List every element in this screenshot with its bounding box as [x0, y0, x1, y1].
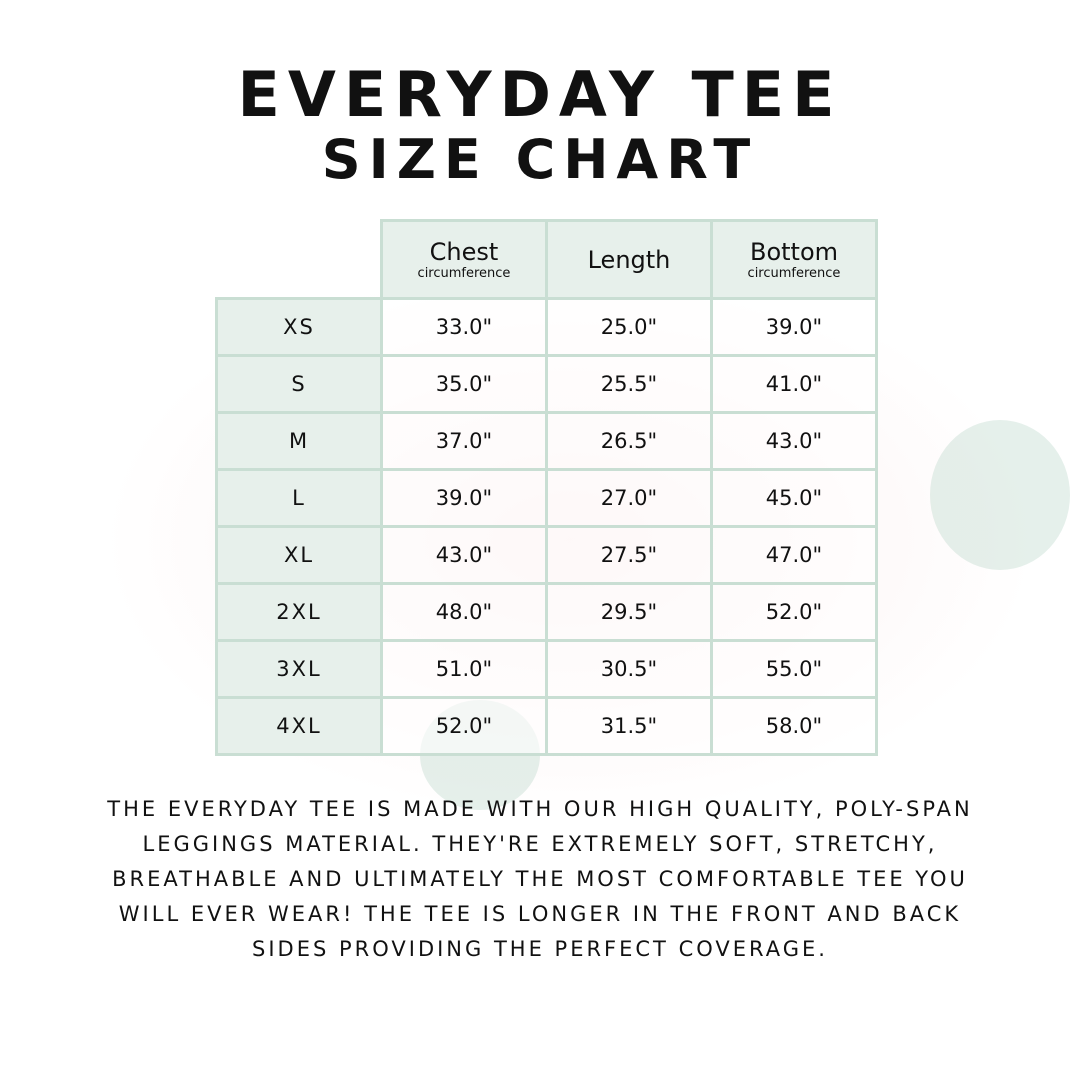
empty-corner [217, 221, 382, 299]
length-cell: 27.0" [545, 468, 713, 528]
bottom-cell: 58.0" [710, 696, 878, 756]
table-row: M 37.0" 26.5" 43.0" [215, 411, 878, 471]
bottom-cell: 47.0" [710, 525, 878, 585]
bottom-cell: 52.0" [710, 582, 878, 642]
table-row: S 35.0" 25.5" 41.0" [215, 354, 878, 414]
size-cell: XL [215, 525, 383, 585]
length-cell: 25.5" [545, 354, 713, 414]
length-cell: 29.5" [545, 582, 713, 642]
chest-cell: 51.0" [380, 639, 548, 699]
length-cell: 31.5" [545, 696, 713, 756]
bottom-cell: 45.0" [710, 468, 878, 528]
size-cell: L [215, 468, 383, 528]
column-header-bottom: Bottom circumference [710, 219, 878, 300]
chest-cell: 35.0" [380, 354, 548, 414]
chest-cell: 52.0" [380, 696, 548, 756]
size-cell: 2XL [215, 582, 383, 642]
table-row: 2XL 48.0" 29.5" 52.0" [215, 582, 878, 642]
table-row: L 39.0" 27.0" 45.0" [215, 468, 878, 528]
header-sublabel: circumference [417, 266, 511, 281]
table-row: XS 33.0" 25.0" 39.0" [215, 297, 878, 357]
size-table: Chest circumference Length Bottom circumfe… [215, 219, 878, 756]
column-header-chest: Chest circumference [380, 219, 548, 300]
chest-cell: 43.0" [380, 525, 548, 585]
bottom-cell: 41.0" [710, 354, 878, 414]
page-subtitle: SIZE CHART [321, 128, 759, 191]
length-cell: 26.5" [545, 411, 713, 471]
length-cell: 30.5" [545, 639, 713, 699]
chest-cell: 39.0" [380, 468, 548, 528]
header-label: Chest [429, 238, 499, 266]
length-cell: 25.0" [545, 297, 713, 357]
bottom-cell: 55.0" [710, 639, 878, 699]
length-cell: 27.5" [545, 525, 713, 585]
chest-cell: 37.0" [380, 411, 548, 471]
size-cell: S [215, 354, 383, 414]
chest-cell: 33.0" [380, 297, 548, 357]
header-label: Bottom [749, 238, 839, 266]
table-header-row: Chest circumference Length Bottom circumfe… [217, 219, 878, 300]
bottom-cell: 43.0" [710, 411, 878, 471]
bottom-cell: 39.0" [710, 297, 878, 357]
table-row: 4XL 52.0" 31.5" 58.0" [215, 696, 878, 756]
page-title: EVERYDAY TEE [237, 58, 843, 131]
size-cell: XS [215, 297, 383, 357]
size-cell: 4XL [215, 696, 383, 756]
size-cell: 3XL [215, 639, 383, 699]
product-description: The Everyday Tee is made with our high q… [107, 797, 973, 961]
size-cell: M [215, 411, 383, 471]
column-header-length: Length [545, 219, 713, 300]
cactus-decoration [930, 420, 1070, 570]
table-row: XL 43.0" 27.5" 47.0" [215, 525, 878, 585]
header-sublabel: circumference [747, 266, 841, 281]
header-label: Length [587, 245, 671, 274]
table-row: 3XL 51.0" 30.5" 55.0" [215, 639, 878, 699]
chest-cell: 48.0" [380, 582, 548, 642]
